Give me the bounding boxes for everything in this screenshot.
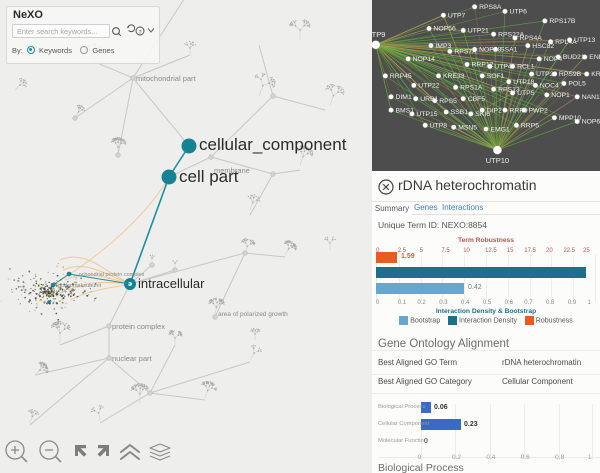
svg-text:NOP56: NOP56 [434,26,457,33]
svg-text:BMS1: BMS1 [396,107,415,114]
svg-text:...ochondrial protein complex: ...ochondrial protein complex [74,272,145,278]
svg-text:PWP2: PWP2 [529,107,548,114]
svg-text:POL5: POL5 [568,81,586,88]
svg-text:URB1: URB1 [420,96,438,103]
svg-text:BUD21: BUD21 [563,54,585,61]
svg-text:EMG1: EMG1 [491,126,510,133]
svg-text:SSA1: SSA1 [500,47,518,54]
svg-text:RRP12: RRP12 [472,62,494,69]
svg-text:SOF1: SOF1 [487,73,505,80]
svg-text:NOP1: NOP1 [551,92,570,99]
svg-text:UTP18: UTP18 [513,79,534,86]
svg-text:NOP4: NOP4 [544,56,563,63]
svg-text:RPS7A: RPS7A [454,49,477,56]
svg-text:UTP9: UTP9 [372,30,385,39]
svg-text:KRE33: KRE33 [443,73,465,80]
svg-text:SKI6: SKI6 [475,111,490,118]
svg-text:ribosomal subunit: ribosomal subunit [58,283,102,289]
svg-text:NAN1: NAN1 [582,94,600,101]
svg-text:UTP4: UTP4 [494,64,512,71]
svg-text:?: ? [138,30,141,36]
svg-text:UTP20: UTP20 [536,71,557,78]
svg-text:UTP15: UTP15 [416,111,437,118]
svg-text:UTP7: UTP7 [448,12,466,19]
svg-text:SSB1: SSB1 [451,109,469,116]
svg-text:UTP8: UTP8 [430,123,448,130]
svg-text:NOP6: NOP6 [582,119,600,126]
svg-text:RPS17B: RPS17B [549,18,576,25]
svg-text:intracellular: intracellular [138,276,205,291]
svg-text:RPS8A: RPS8A [479,4,502,11]
svg-text:UTP10: UTP10 [486,156,509,165]
svg-text:RPS5: RPS5 [439,98,457,105]
svg-text:NOP58: NOP58 [479,47,502,54]
svg-text:DIM1: DIM1 [396,94,412,101]
svg-text:mitochondrial part: mitochondrial part [136,74,197,83]
svg-text:RRP5: RRP5 [521,123,539,130]
svg-text:MPP10: MPP10 [559,115,582,122]
svg-text:UTP5: UTP5 [517,90,535,97]
svg-text:RRP45: RRP45 [390,73,412,80]
svg-text:KRM: KRM [591,71,600,78]
svg-text:RPS1A: RPS1A [460,85,483,92]
svg-text:UTP6: UTP6 [510,9,528,16]
svg-text:membrane: membrane [214,166,250,175]
svg-text:nuclear part: nuclear part [112,354,153,363]
svg-text:RRP9: RRP9 [510,107,528,114]
svg-text:HSC82: HSC82 [532,43,554,50]
svg-text:NOP14: NOP14 [413,56,436,63]
svg-text:CBF5: CBF5 [468,96,486,103]
svg-text:UTP21: UTP21 [468,28,489,35]
svg-text:NOC4: NOC4 [540,83,559,90]
svg-text:MSN5: MSN5 [458,124,477,131]
svg-text:ENP1: ENP1 [589,54,600,61]
svg-text:cellular_component: cellular_component [199,135,347,154]
svg-text:RPS9B: RPS9B [559,71,582,78]
svg-text:protein complex: protein complex [112,322,165,331]
svg-text:UTP22: UTP22 [418,83,439,90]
svg-text:IMP3: IMP3 [435,43,451,50]
svg-text:RPS4A: RPS4A [520,35,543,42]
svg-text:UTP13: UTP13 [574,37,595,44]
svg-text:RCL1: RCL1 [517,64,535,71]
svg-text:area of polarized growth: area of polarized growth [218,311,288,318]
